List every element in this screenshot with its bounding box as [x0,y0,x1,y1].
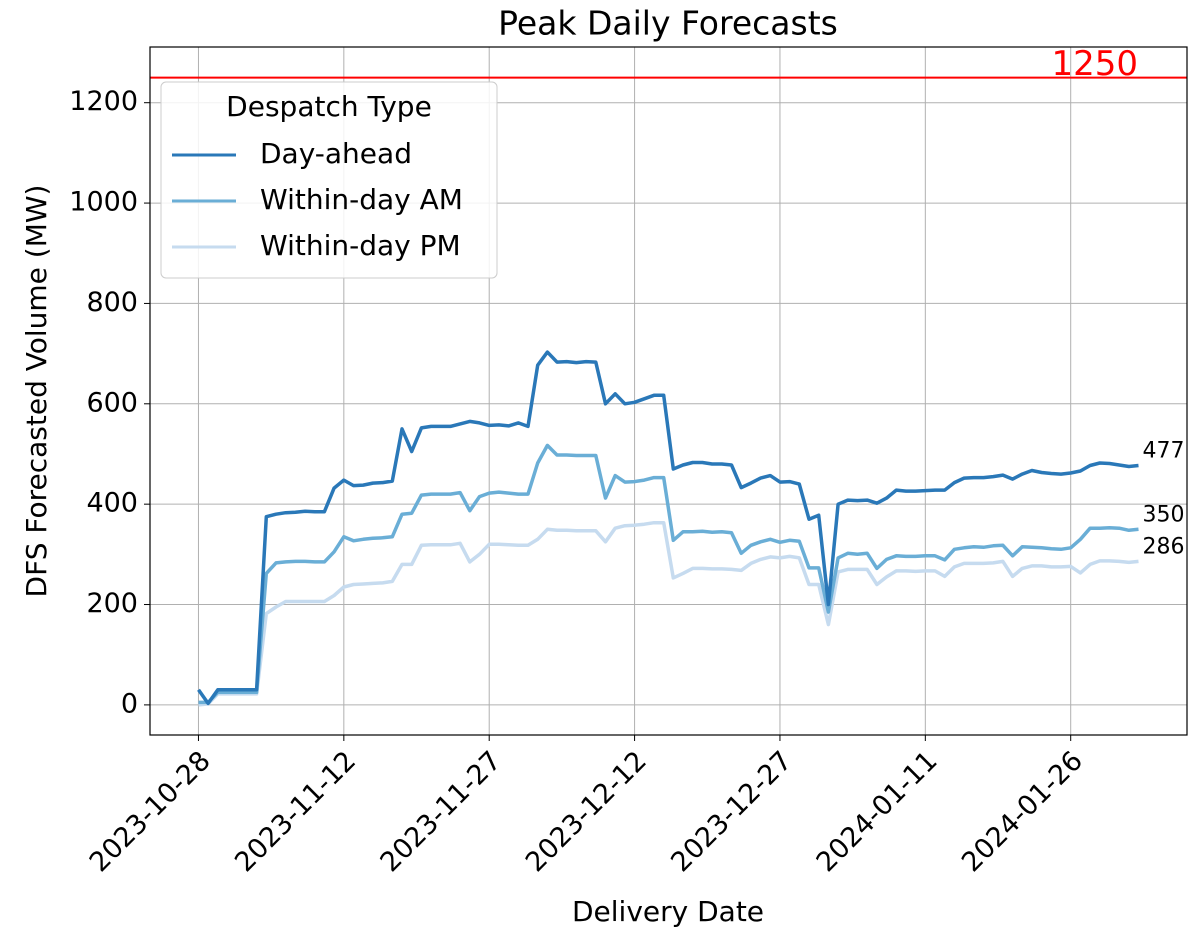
legend: Despatch Type [160,81,498,279]
y-tick-label: 1200 [69,86,138,117]
series-line [198,443,1139,705]
y-tick-label: 200 [86,588,138,619]
end-value-label: 477 [1143,439,1185,464]
end-value-label: 350 [1143,502,1185,527]
legend-title: Despatch Type [226,90,432,123]
series-line [198,520,1139,707]
x-tick-label: 2024-01-11 [811,745,944,878]
legend-box [160,81,498,279]
x-tick-label: 2024-01-26 [956,745,1089,878]
y-tick-label: 800 [86,287,138,318]
legend-label: Within-day PM [260,229,461,262]
x-tick-label: 2023-11-12 [229,745,362,878]
x-tick-label: 2023-12-27 [665,745,798,878]
plot-frame [149,46,1188,736]
end-value-label: 286 [1143,534,1185,559]
y-tick-label: 600 [86,387,138,418]
y-axis-label: DFS Forecasted Volume (MW) [20,185,53,598]
x-tick-label: 2023-10-28 [84,745,217,878]
y-tick-label: 1000 [69,187,138,218]
x-axis-label: Delivery Date [572,895,764,928]
legend-label: Within-day AM [260,183,463,216]
legend-label: Day-ahead [260,137,412,170]
chart-title: Peak Daily Forecasts [498,4,838,43]
threshold-label: 1250 [1051,44,1138,84]
x-tick-label: 2023-12-12 [520,745,653,878]
y-tick-label: 0 [121,688,138,719]
x-tick-label: 2023-11-27 [375,745,508,878]
series-line [197,350,1139,706]
y-tick-label: 400 [86,488,138,519]
